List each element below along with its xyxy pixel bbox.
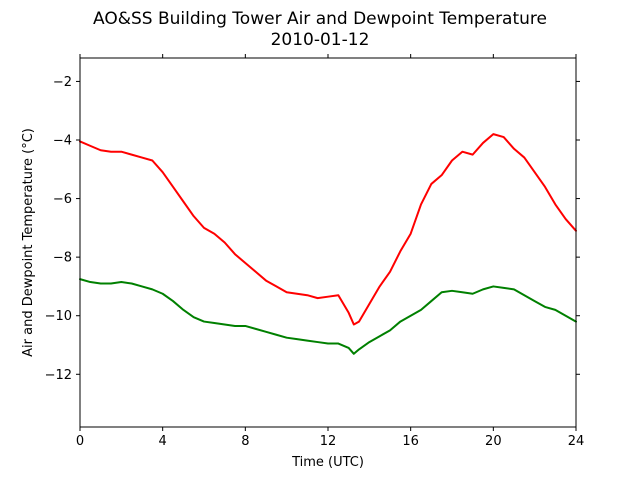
x-tick-label: 20: [485, 434, 502, 449]
y-tick-label: −4: [53, 134, 72, 149]
series-layer: [79, 133, 577, 355]
chart-title: AO&SS Building Tower Air and Dewpoint Te…: [93, 9, 547, 29]
y-tick-label: −6: [53, 192, 72, 207]
y-tick-label: −8: [53, 251, 72, 266]
dewpoint-temperature-line: [79, 278, 577, 355]
tick-layer: 0 4 8 12 16 20 24 −12 −10 −8 −6 −4 −2: [45, 54, 585, 449]
x-tick-label: 4: [159, 434, 167, 449]
y-tick-label: −10: [45, 309, 72, 324]
air-temperature-line: [79, 133, 577, 326]
y-tick-label: −12: [45, 368, 72, 383]
y-axis-label: Air and Dewpoint Temperature (°C): [21, 128, 36, 357]
x-tick-label: 0: [76, 434, 84, 449]
y-tick-label: −2: [53, 75, 72, 90]
x-axis-label: Time (UTC): [291, 455, 364, 470]
plot-frame: [79, 57, 577, 428]
chart-subtitle: 2010-01-12: [271, 30, 370, 50]
x-tick-label: 24: [568, 434, 585, 449]
x-tick-label: 8: [241, 434, 249, 449]
x-tick-label: 16: [402, 434, 419, 449]
x-tick-label: 12: [320, 434, 337, 449]
